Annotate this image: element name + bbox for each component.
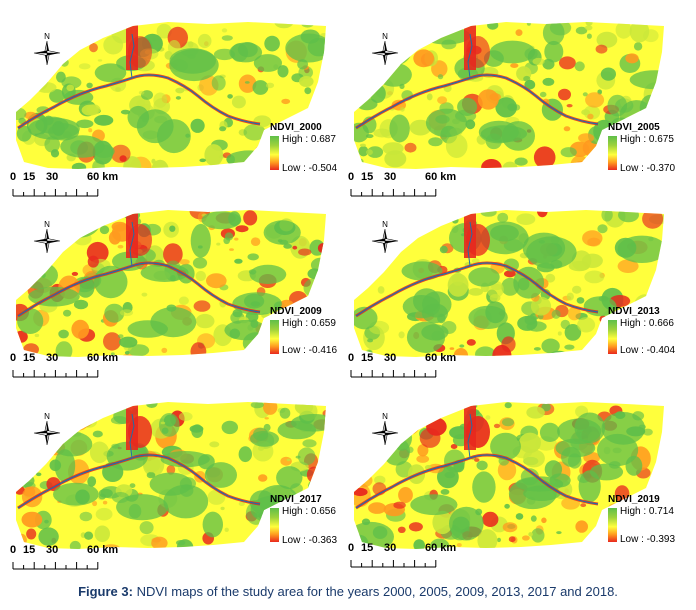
scale-label-30: 30 [384, 352, 397, 364]
north-arrow-icon: N [371, 32, 399, 66]
legend-title: NDVI_2019 [608, 494, 660, 505]
scale-bar [350, 189, 437, 197]
legend-high-value: High : 0.714 [620, 506, 674, 517]
ndvi-map-2005 [354, 22, 664, 169]
scale-label-0: 0 [10, 352, 17, 364]
ndvi-map-2017 [16, 402, 326, 549]
ndvi-map-2013 [354, 210, 664, 357]
river-line [355, 74, 599, 129]
river-line [355, 262, 599, 317]
legend-high-value: High : 0.675 [620, 134, 674, 145]
legend-low-value: Low : -0.393 [620, 534, 676, 545]
scale-label-0: 0 [348, 352, 355, 364]
scale-bar [12, 562, 99, 570]
legend-color-ramp [270, 508, 279, 542]
ndvi-map-panel-2017: N NDVI_2017 High : 0.656 Low : -0.363 0 … [8, 392, 338, 582]
legend-title: NDVI_2005 [608, 122, 660, 133]
figure-caption-label: Figure 3: [78, 584, 133, 599]
scale-label-15: 15 [361, 352, 374, 364]
scale-label-0: 0 [10, 171, 17, 183]
north-arrow-icon: N [33, 32, 61, 66]
scale-label-60: 60 km [425, 352, 457, 364]
north-arrow-icon: N [371, 220, 399, 254]
north-label: N [44, 32, 50, 41]
north-label: N [382, 32, 388, 41]
legend-title: NDVI_2009 [270, 306, 322, 317]
north-arrow-icon: N [33, 220, 61, 254]
scale-bar [350, 370, 437, 378]
ndvi-map-panel-2005: N NDVI_2005 High : 0.675 Low : -0.370 0 … [346, 12, 676, 202]
legend-color-ramp [608, 320, 617, 354]
ndvi-map-panel-2000: N NDVI_2000 High : 0.687 Low : -0.504 0 … [8, 12, 338, 202]
legend-low-value: Low : -0.416 [282, 345, 338, 356]
figure-caption-text: NDVI maps of the study area for the year… [132, 584, 618, 599]
legend-high-value: High : 0.659 [282, 318, 336, 329]
scale-label-15: 15 [23, 544, 36, 556]
north-label: N [382, 412, 388, 421]
north-label: N [382, 220, 388, 229]
scale-label-60: 60 km [425, 542, 457, 554]
legend-low-value: Low : -0.404 [620, 345, 676, 356]
legend-color-ramp [270, 320, 279, 354]
river-line [17, 454, 261, 509]
ndvi-map-2019 [354, 402, 664, 549]
scale-label-15: 15 [23, 171, 36, 183]
ndvi-map-2009 [16, 210, 326, 357]
legend-high-value: High : 0.687 [282, 134, 336, 145]
scale-label-15: 15 [361, 171, 374, 183]
north-arrow-icon: N [371, 412, 399, 446]
legend-title: NDVI_2017 [270, 494, 322, 505]
river-line [17, 74, 261, 129]
ndvi-map-panel-2019: N NDVI_2019 High : 0.714 Low : -0.393 0 … [346, 392, 676, 582]
legend-high-value: High : 0.666 [620, 318, 674, 329]
north-arrow-icon: N [33, 412, 61, 446]
scale-label-0: 0 [348, 542, 355, 554]
scale-label-60: 60 km [87, 352, 119, 364]
legend-low-value: Low : -0.370 [620, 163, 676, 174]
ndvi-map-2000 [16, 22, 326, 169]
legend-title: NDVI_2013 [608, 306, 660, 317]
scale-label-60: 60 km [87, 544, 119, 556]
scale-label-30: 30 [46, 352, 59, 364]
legend-low-value: Low : -0.504 [282, 163, 338, 174]
river-line [355, 454, 599, 509]
legend-color-ramp [608, 508, 617, 542]
scale-label-0: 0 [10, 544, 17, 556]
legend-high-value: High : 0.656 [282, 506, 336, 517]
scale-label-30: 30 [46, 171, 59, 183]
scale-label-15: 15 [23, 352, 36, 364]
ndvi-map-panel-2013: N NDVI_2013 High : 0.666 Low : -0.404 0 … [346, 200, 676, 390]
scale-bar [350, 560, 437, 568]
legend-low-value: Low : -0.363 [282, 535, 338, 546]
legend-color-ramp [608, 136, 617, 170]
scale-label-30: 30 [384, 171, 397, 183]
scale-bar [12, 370, 99, 378]
river-line [17, 262, 261, 317]
north-label: N [44, 412, 50, 421]
scale-label-30: 30 [384, 542, 397, 554]
scale-label-60: 60 km [425, 171, 457, 183]
scale-label-0: 0 [348, 171, 355, 183]
legend-title: NDVI_2000 [270, 122, 322, 133]
scale-bar [12, 189, 99, 197]
ndvi-map-panel-2009: N NDVI_2009 High : 0.659 Low : -0.416 0 … [8, 200, 338, 390]
scale-label-60: 60 km [87, 171, 119, 183]
scale-label-15: 15 [361, 542, 374, 554]
figure-caption: Figure 3: NDVI maps of the study area fo… [0, 584, 696, 599]
scale-label-30: 30 [46, 544, 59, 556]
legend-color-ramp [270, 136, 279, 170]
north-label: N [44, 220, 50, 229]
